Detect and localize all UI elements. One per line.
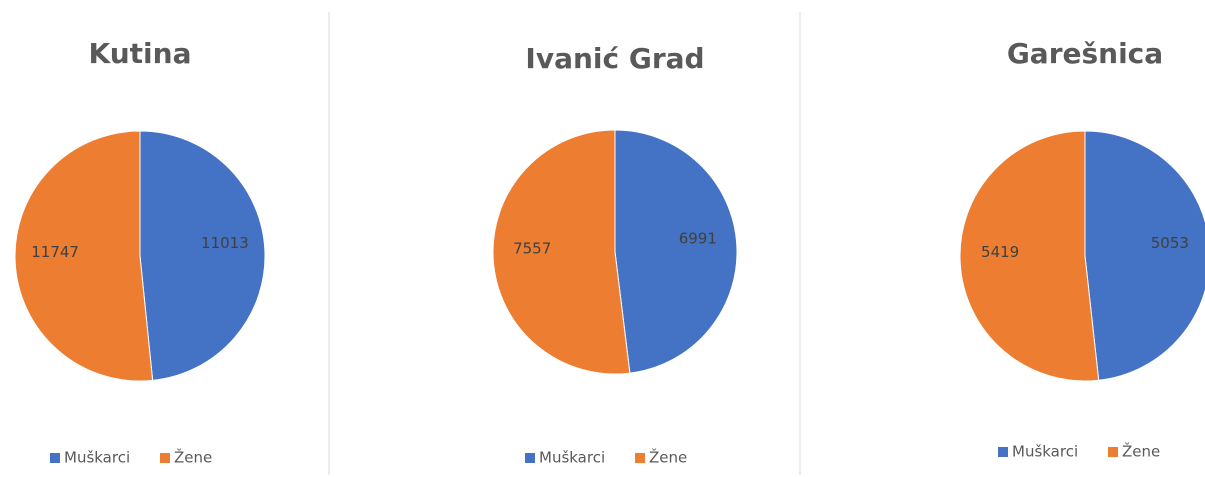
legend-label: Žene — [1122, 442, 1160, 461]
legend-swatch — [1108, 447, 1118, 457]
pie-slice — [1084, 130, 1205, 381]
legend-label: Muškarci — [1012, 443, 1078, 461]
legend-swatch — [635, 453, 645, 463]
data-label: 5053 — [1151, 234, 1189, 252]
pie-slice — [139, 130, 266, 381]
legend-label: Žene — [174, 448, 212, 467]
pie-slice — [614, 129, 738, 374]
data-label: 5419 — [981, 243, 1019, 261]
data-label: 11747 — [31, 243, 79, 261]
legend-swatch — [525, 453, 535, 463]
data-label: 6991 — [679, 229, 717, 247]
legend-label: Muškarci — [539, 449, 605, 467]
pie-slice — [492, 129, 631, 375]
legend-swatch — [160, 453, 170, 463]
legend-swatch — [998, 447, 1008, 457]
legend-label: Muškarci — [64, 449, 130, 467]
pie-slice — [14, 130, 154, 382]
data-label: 7557 — [513, 240, 551, 258]
chart-title: Kutina — [89, 37, 192, 70]
chart-title: Garešnica — [1007, 37, 1163, 70]
legend-swatch — [50, 453, 60, 463]
legend-label: Žene — [649, 448, 687, 467]
chart-title: Ivanić Grad — [525, 42, 704, 75]
pie-slice — [959, 130, 1100, 382]
data-label: 11013 — [201, 234, 249, 252]
